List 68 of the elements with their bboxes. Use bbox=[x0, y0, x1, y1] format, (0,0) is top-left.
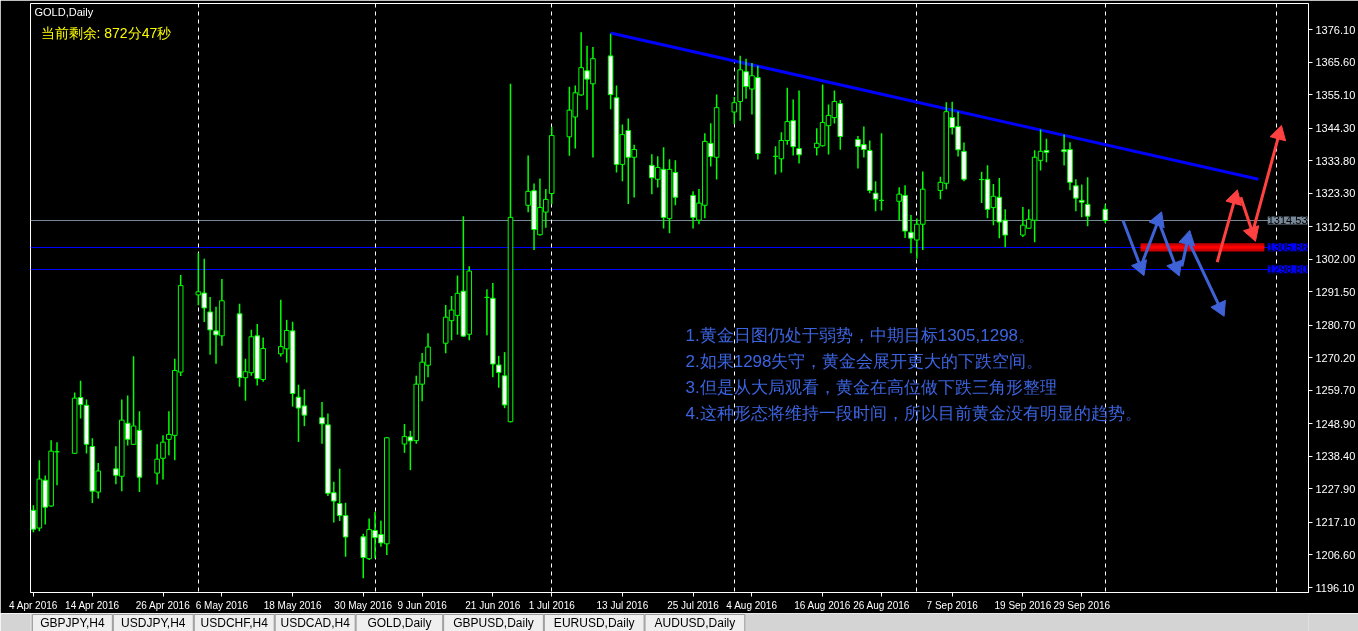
annotation: 2.如果1298失守，黄金会展开更大的下跌空间。 bbox=[685, 352, 1044, 371]
point bbox=[1210, 299, 1226, 317]
text: GBPJPY,H4 bbox=[40, 616, 105, 630]
x-tick-label: 26 Aug 2016 bbox=[853, 599, 910, 611]
x-tick-label: 26 Apr 2016 bbox=[135, 599, 191, 611]
x-tick-label: 4 Aug 2016 bbox=[726, 599, 778, 611]
y-tick-label: 1323.30 bbox=[1315, 187, 1356, 200]
candlestick bbox=[154, 444, 160, 485]
y-tick-label: 1365.60 bbox=[1315, 56, 1356, 69]
text: AUDUSD,Daily bbox=[654, 616, 736, 630]
text: GOLD,Daily bbox=[367, 616, 432, 630]
x-tick-label: 9 Jun 2016 bbox=[397, 599, 448, 611]
point bbox=[1131, 259, 1147, 277]
point bbox=[1269, 124, 1287, 142]
candlestick bbox=[1078, 184, 1085, 218]
x-tick-label: 7 Sep 2016 bbox=[926, 599, 979, 611]
annotation: 4.这种形态将维持一段时间，所以目前黄金没有明显的趋势。 bbox=[685, 404, 1142, 423]
x-tick-label: 13 Jul 2016 bbox=[596, 599, 649, 611]
y-tick-label: 1355.10 bbox=[1315, 88, 1356, 101]
y-tick-label: 1333.80 bbox=[1315, 154, 1356, 167]
y-tick-label: 1270.20 bbox=[1315, 351, 1356, 364]
ref-line-label: 1305.86 bbox=[1267, 241, 1308, 254]
point bbox=[1148, 211, 1165, 229]
text: GBPUSD,Daily bbox=[453, 616, 534, 630]
y-tick-label: 1376.10 bbox=[1315, 23, 1356, 36]
annotation: 1.黄金日图仍处于弱势，中期目标1305,1298。 bbox=[685, 326, 1036, 345]
y-tick-label: 1217.10 bbox=[1315, 516, 1356, 529]
y-tick-label: 1344.30 bbox=[1315, 122, 1356, 135]
point bbox=[1243, 225, 1260, 242]
point bbox=[1178, 229, 1196, 247]
y-tick-label: 1291.50 bbox=[1315, 285, 1356, 298]
x-tick-label: 18 May 2016 bbox=[263, 599, 322, 611]
chart-title: GOLD,Daily bbox=[34, 5, 94, 18]
annotation: 3.但是从大局观看，黄金在高位做下跌三角形整理 bbox=[685, 378, 1057, 397]
candlestick bbox=[872, 181, 879, 212]
candlestick bbox=[796, 90, 802, 164]
x-tick-label: 21 Jun 2016 bbox=[465, 599, 521, 611]
y-tick-label: 1280.70 bbox=[1315, 319, 1356, 332]
x-tick-label: 30 May 2016 bbox=[334, 599, 393, 611]
y-tick-label: 1196.10 bbox=[1315, 581, 1355, 594]
point bbox=[1225, 189, 1242, 206]
text: USDJPY,H4 bbox=[121, 616, 186, 630]
candlestick bbox=[1084, 177, 1091, 227]
x-tick-label: 16 Aug 2016 bbox=[794, 599, 851, 611]
candlestick bbox=[731, 96, 738, 125]
y-tick-label: 1206.60 bbox=[1315, 548, 1356, 561]
y-tick-label: 1302.00 bbox=[1315, 253, 1356, 266]
ref-line-label: 1298.80 bbox=[1267, 263, 1308, 276]
y-tick-label: 1259.70 bbox=[1315, 384, 1356, 397]
text: USDCAD,H4 bbox=[280, 616, 351, 630]
ref-line-label: 1314.53 bbox=[1267, 214, 1308, 227]
x-tick-label: 29 Sep 2016 bbox=[1053, 599, 1111, 611]
x-tick-label: 4 Apr 2016 bbox=[8, 599, 58, 611]
candlestick bbox=[1073, 179, 1079, 212]
text: USDCHF,H4 bbox=[200, 616, 269, 630]
x-tick-label: 1 Jul 2016 bbox=[528, 599, 576, 611]
point bbox=[1166, 259, 1183, 277]
x-tick-label: 25 Jul 2016 bbox=[667, 599, 720, 611]
y-tick-label: 1312.50 bbox=[1315, 220, 1356, 233]
y-tick-label: 1227.90 bbox=[1315, 482, 1356, 495]
x-tick-label: 6 May 2016 bbox=[195, 599, 249, 611]
x-tick-label: 19 Sep 2016 bbox=[994, 599, 1052, 611]
candlestick bbox=[160, 435, 166, 480]
annotation: 当前剩余: 872分47秒 bbox=[40, 24, 172, 41]
x-tick-label: 14 Apr 2016 bbox=[65, 599, 120, 611]
y-tick-label: 1238.40 bbox=[1315, 450, 1356, 463]
text: EURUSD,Daily bbox=[553, 616, 635, 630]
y-tick-label: 1248.90 bbox=[1315, 417, 1356, 430]
